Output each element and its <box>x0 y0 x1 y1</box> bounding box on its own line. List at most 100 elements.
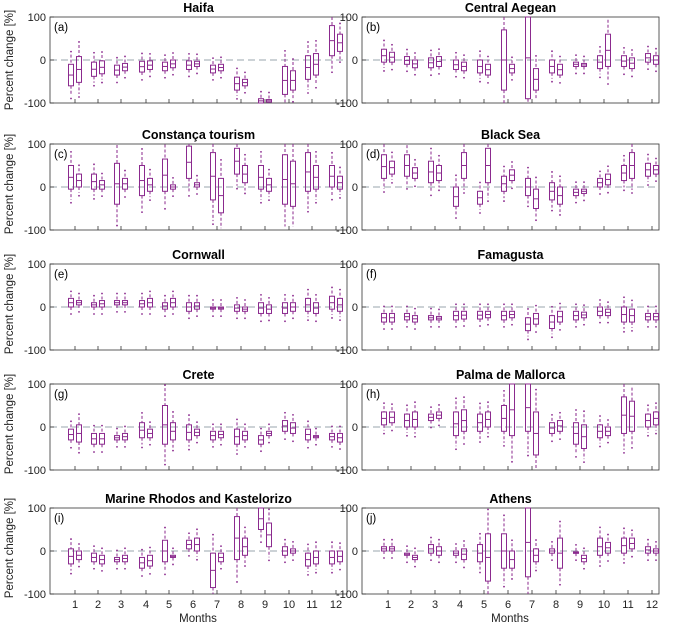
outlier <box>559 411 561 414</box>
outlier <box>599 299 601 301</box>
outlier <box>172 73 174 76</box>
y-tick-label: 0 <box>40 546 46 558</box>
outlier <box>188 294 190 297</box>
y-tick-label: -100 <box>24 225 46 237</box>
outlier <box>631 192 633 194</box>
outlier <box>284 561 286 564</box>
outlier <box>383 432 385 435</box>
outlier <box>535 569 537 572</box>
outlier <box>383 402 385 405</box>
outlier <box>511 79 513 81</box>
y-tick-label: -100 <box>336 465 358 477</box>
outlier <box>284 320 286 323</box>
outlier <box>599 45 601 48</box>
outlier <box>164 294 166 297</box>
outlier <box>583 323 585 326</box>
outlier <box>331 541 333 544</box>
outlier <box>575 409 577 411</box>
y-tick-label: 100 <box>28 503 46 515</box>
outlier <box>575 201 577 204</box>
panel-tag: (b) <box>366 22 380 34</box>
outlier <box>331 198 333 201</box>
outlier <box>116 567 118 570</box>
outlier <box>93 51 95 54</box>
outlier <box>535 176 537 179</box>
outlier <box>339 22 341 25</box>
outlier <box>583 181 585 184</box>
outlier <box>141 52 143 55</box>
outlier <box>236 418 238 421</box>
outlier <box>307 92 309 94</box>
outlier <box>430 426 432 429</box>
outlier <box>438 73 440 75</box>
outlier <box>463 396 465 399</box>
outlier <box>535 331 537 333</box>
outlier <box>116 427 118 430</box>
outlier <box>307 420 309 423</box>
outlier <box>188 414 190 416</box>
outlier <box>149 52 151 55</box>
outlier <box>406 561 408 564</box>
outlier <box>479 532 481 535</box>
outlier <box>124 196 126 198</box>
outlier <box>78 451 80 454</box>
outlier <box>535 388 537 391</box>
outlier <box>196 528 198 531</box>
outlier <box>511 56 513 59</box>
outlier <box>575 543 577 546</box>
outlier <box>164 573 166 576</box>
outlier <box>93 163 95 166</box>
outlier <box>164 76 166 79</box>
outlier <box>463 540 465 542</box>
outlier <box>479 80 481 83</box>
outlier <box>172 563 174 566</box>
outlier <box>655 432 657 435</box>
outlier <box>292 559 294 562</box>
outlier <box>655 47 657 50</box>
outlier <box>315 86 317 89</box>
outlier <box>647 153 649 156</box>
outlier <box>331 71 333 74</box>
outlier <box>268 91 270 94</box>
panel-title: Black Sea <box>481 128 541 142</box>
outlier <box>284 438 286 441</box>
outlier <box>172 411 174 413</box>
outlier <box>430 147 432 150</box>
outlier <box>575 559 577 562</box>
outlier <box>455 75 457 78</box>
x-tick-label: 7 <box>214 599 220 611</box>
outlier <box>220 423 222 426</box>
outlier <box>78 164 80 167</box>
outlier <box>101 451 103 453</box>
outlier <box>220 567 222 570</box>
x-tick-label: 7 <box>529 599 535 611</box>
outlier <box>503 389 505 392</box>
y-axis-label-row2: Percent change [%] <box>4 134 16 234</box>
outlier <box>383 538 385 541</box>
outlier <box>70 201 72 204</box>
outlier <box>149 443 151 446</box>
y-axis-label-row4: Percent change [%] <box>4 374 16 474</box>
outlier <box>559 583 561 586</box>
outlier <box>307 210 309 213</box>
outlier <box>406 70 408 73</box>
outlier <box>414 435 416 438</box>
outlier <box>149 199 151 202</box>
outlier <box>196 72 198 75</box>
outlier <box>559 55 561 58</box>
outlier <box>124 446 126 448</box>
outlier <box>212 223 214 226</box>
outlier <box>101 313 103 315</box>
outlier <box>124 567 126 570</box>
y-tick-label: -100 <box>24 465 46 477</box>
outlier <box>212 299 214 301</box>
outlier <box>196 193 198 195</box>
y-tick-label: 100 <box>340 379 358 391</box>
outlier <box>455 174 457 177</box>
outlier <box>331 571 333 574</box>
outlier <box>93 451 95 453</box>
outlier <box>391 68 393 71</box>
y-tick-label: -100 <box>336 225 358 237</box>
outlier <box>599 193 601 195</box>
